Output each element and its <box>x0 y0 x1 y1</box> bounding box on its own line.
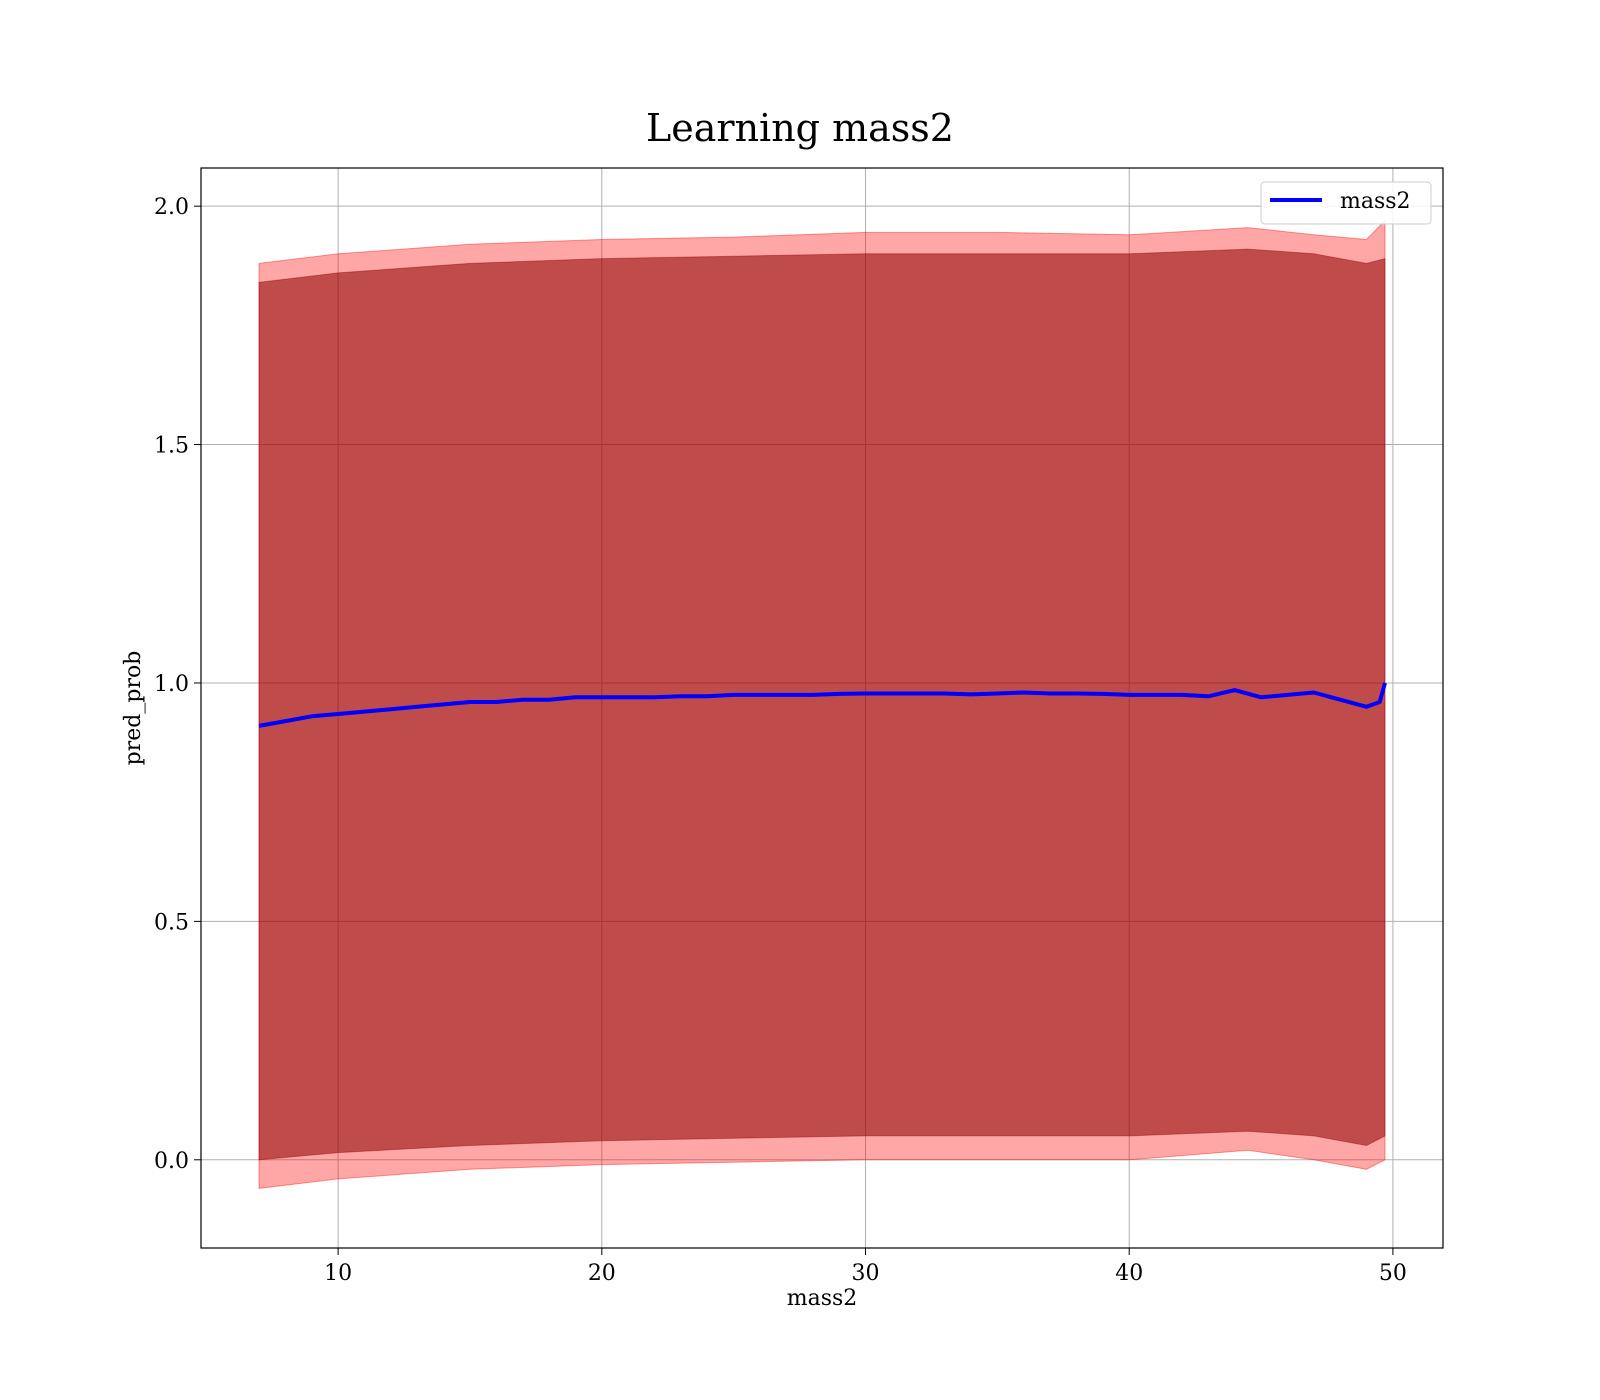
y-axis-label: pred_prob <box>121 651 146 766</box>
x-tick-label: 30 <box>852 1261 880 1286</box>
legend-box <box>1260 181 1432 225</box>
x-axis-label: mass2 <box>787 1286 858 1311</box>
y-tick-label: 0.0 <box>154 1149 189 1174</box>
x-tick-label: 50 <box>1379 1261 1407 1286</box>
y-tick-label: 1.5 <box>154 434 189 459</box>
legend-label-mass2: mass2 <box>1340 189 1411 214</box>
uncertainty-band-1 <box>258 248 1386 1161</box>
chart-title: Learning mass2 <box>646 106 954 150</box>
series-line-mass2 <box>258 682 1387 728</box>
x-tick-label: 20 <box>588 1261 616 1286</box>
series-lines <box>258 682 1387 728</box>
y-tick-label: 0.5 <box>154 910 189 935</box>
legend: mass2 <box>1260 181 1432 225</box>
x-tick-label: 40 <box>1115 1261 1143 1286</box>
uncertainty-bands <box>258 219 1386 1189</box>
y-tick-label: 1.0 <box>154 672 189 697</box>
plot-frame <box>200 167 1444 1249</box>
y-tick-label: 2.0 <box>154 195 189 220</box>
axis-ticks: 10 20 30 40 50 0.0 0.5 1.0 1.5 2.0 <box>154 195 1407 1286</box>
x-tick-label: 10 <box>324 1261 352 1286</box>
